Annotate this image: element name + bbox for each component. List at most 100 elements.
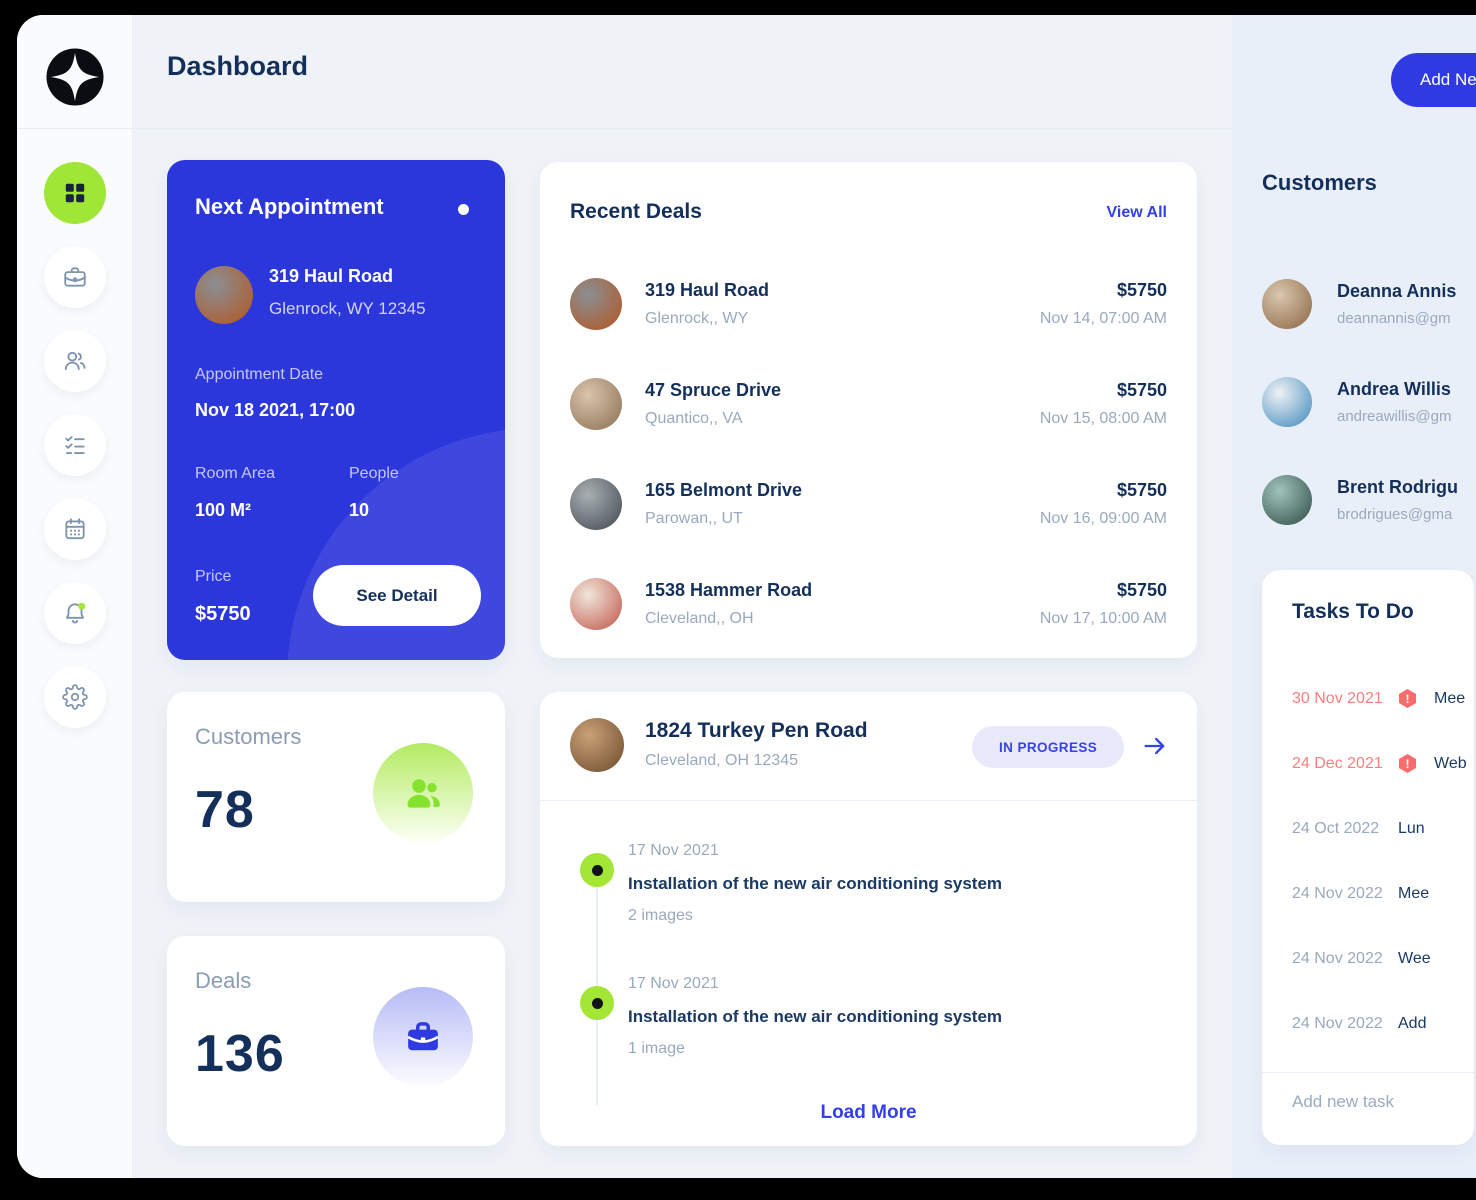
customer-list-item[interactable]: Andrea Willis andreawillis@gm [1262,353,1476,451]
add-new-task-input[interactable] [1292,1092,1462,1112]
timeline-image-count: 2 images [628,907,693,924]
task-date: 24 Nov 2022 [1292,949,1383,967]
deal-photo [570,278,622,330]
deal-location: Glenrock,, WY [645,310,749,327]
deal-date: Nov 17, 10:00 AM [1039,610,1167,627]
customer-list-item[interactable]: Deanna Annis deannannis@gm [1262,255,1476,353]
deal-location: Cleveland,, OH [645,610,754,627]
status-dot [458,204,469,215]
sidebar-item-calendar[interactable] [44,498,106,560]
arrow-right-icon[interactable] [1141,732,1169,760]
property-photo [195,266,253,324]
logo-star-icon[interactable] [44,46,106,108]
add-new-button[interactable]: Add Ne [1391,53,1476,107]
sidebar-item-notifications[interactable] [44,582,106,644]
active-deal-location: Cleveland, OH 12345 [645,752,798,769]
deals-stat-label: Deals [195,968,252,993]
sidebar-item-deals[interactable] [44,246,106,308]
people-label: People [349,465,399,482]
load-more-link[interactable]: Load More [820,1102,917,1123]
task-list-item[interactable]: 24 Nov 2022 Add [1292,991,1474,1056]
timeline-date: 17 Nov 2021 [628,842,719,859]
tasks-card: Tasks To Do 30 Nov 2021 ! Mee 24 Dec 202… [1262,570,1474,1145]
briefcase-filled-icon [402,1016,444,1058]
notifications-bell-icon [62,600,88,626]
customer-name: Andrea Willis [1337,379,1451,399]
task-list-item[interactable]: 24 Nov 2022 Wee [1292,926,1474,991]
recent-deals-title: Recent Deals [570,200,702,223]
deal-list-item[interactable]: 47 Spruce Drive Quantico,, VA $5750 Nov … [570,354,1167,454]
room-area-value: 100 M² [195,500,252,520]
customer-email: andreawillis@gm [1337,408,1452,425]
deal-title: 1538 Hammer Road [645,580,813,600]
next-appointment-card: Next Appointment 319 Haul Road Glenrock,… [167,160,505,660]
task-list-item[interactable]: 24 Nov 2022 Mee [1292,861,1474,926]
deal-list-item[interactable]: 319 Haul Road Glenrock,, WY $5750 Nov 14… [570,254,1167,354]
deal-photo [570,578,622,630]
customers-icon [62,348,88,374]
task-date: 24 Nov 2022 [1292,1014,1383,1032]
calendar-icon [62,516,88,542]
customer-avatar [1262,377,1312,427]
sidebar-item-dashboard[interactable] [44,162,106,224]
timeline-event-title: Installation of the new air conditioning… [628,874,1003,893]
customer-email: deannannis@gm [1337,310,1451,327]
customer-list-item[interactable]: Brent Rodrigu brodrigues@gma [1262,451,1476,549]
view-all-link[interactable]: View All [1106,204,1167,221]
deals-stat-icon-circle [373,987,473,1087]
task-date: 24 Oct 2022 [1292,819,1380,837]
page-title: Dashboard [167,51,309,81]
tasks-title: Tasks To Do [1292,600,1414,623]
customer-avatar [1262,475,1312,525]
timeline-item: 17 Nov 2021 Installation of the new air … [628,975,1002,1058]
timeline-dot [580,853,614,887]
deal-price: $5750 [1116,580,1167,600]
next-appointment-title: Next Appointment [195,194,384,219]
sidebar-item-tasks[interactable] [44,414,106,476]
deal-list-item[interactable]: 165 Belmont Drive Parowan,, UT $5750 Nov… [570,454,1167,554]
task-list-item[interactable]: 24 Oct 2022 Lun [1292,796,1474,861]
active-deal-photo [570,718,624,772]
customer-name: Deanna Annis [1337,281,1457,301]
task-list-item[interactable]: 30 Nov 2021 ! Mee [1292,666,1474,731]
task-date: 24 Nov 2022 [1292,884,1383,902]
property-name: 319 Haul Road [269,266,394,286]
deal-date: Nov 15, 08:00 AM [1039,410,1167,427]
tasks-list: 30 Nov 2021 ! Mee 24 Dec 2021 ! Web 24 O… [1292,666,1474,1056]
active-deal-card: 1824 Turkey Pen Road Cleveland, OH 12345… [540,692,1197,1146]
sidebar-item-customers[interactable] [44,330,106,392]
customers-stat-label: Customers [195,724,302,749]
sidebar-item-settings[interactable] [44,666,106,728]
task-list-item[interactable]: 24 Dec 2021 ! Web [1292,731,1474,796]
price-label: Price [195,568,232,585]
deal-date: Nov 14, 07:00 AM [1039,310,1167,327]
price-value: $5750 [195,603,251,625]
deal-list-item[interactable]: 1538 Hammer Road Cleveland,, OH $5750 No… [570,554,1167,654]
dashboard-grid-icon [62,180,88,206]
timeline-image-count: 1 image [628,1040,685,1057]
recent-deals-card: Recent Deals View All 319 Haul Road Glen… [540,162,1197,658]
timeline-date: 17 Nov 2021 [628,975,719,992]
task-title: Wee [1398,949,1431,967]
timeline-event-title: Installation of the new air conditioning… [628,1007,1003,1026]
card-divider [540,800,1197,801]
task-title: Web [1434,754,1467,772]
task-title: Mee [1398,884,1430,902]
deal-title: 319 Haul Road [645,280,770,300]
app-window: Dashboard Add Ne Customers Deanna Annis … [17,15,1476,1178]
deals-stat-value: 136 [195,1025,285,1083]
customer-name: Brent Rodrigu [1337,477,1458,497]
alert-icon: ! [1398,754,1417,773]
see-detail-button[interactable]: See Detail [313,565,481,626]
deal-price: $5750 [1116,480,1167,500]
deal-date: Nov 16, 09:00 AM [1039,510,1167,527]
active-deal-title: 1824 Turkey Pen Road [645,719,868,742]
appointment-date-label: Appointment Date [195,366,324,383]
header-divider [17,128,1476,129]
customers-stat-icon-circle [373,743,473,843]
people-value: 10 [349,500,370,520]
task-title: Mee [1434,689,1466,707]
deal-price: $5750 [1116,380,1167,400]
status-badge: IN PROGRESS [972,726,1125,768]
